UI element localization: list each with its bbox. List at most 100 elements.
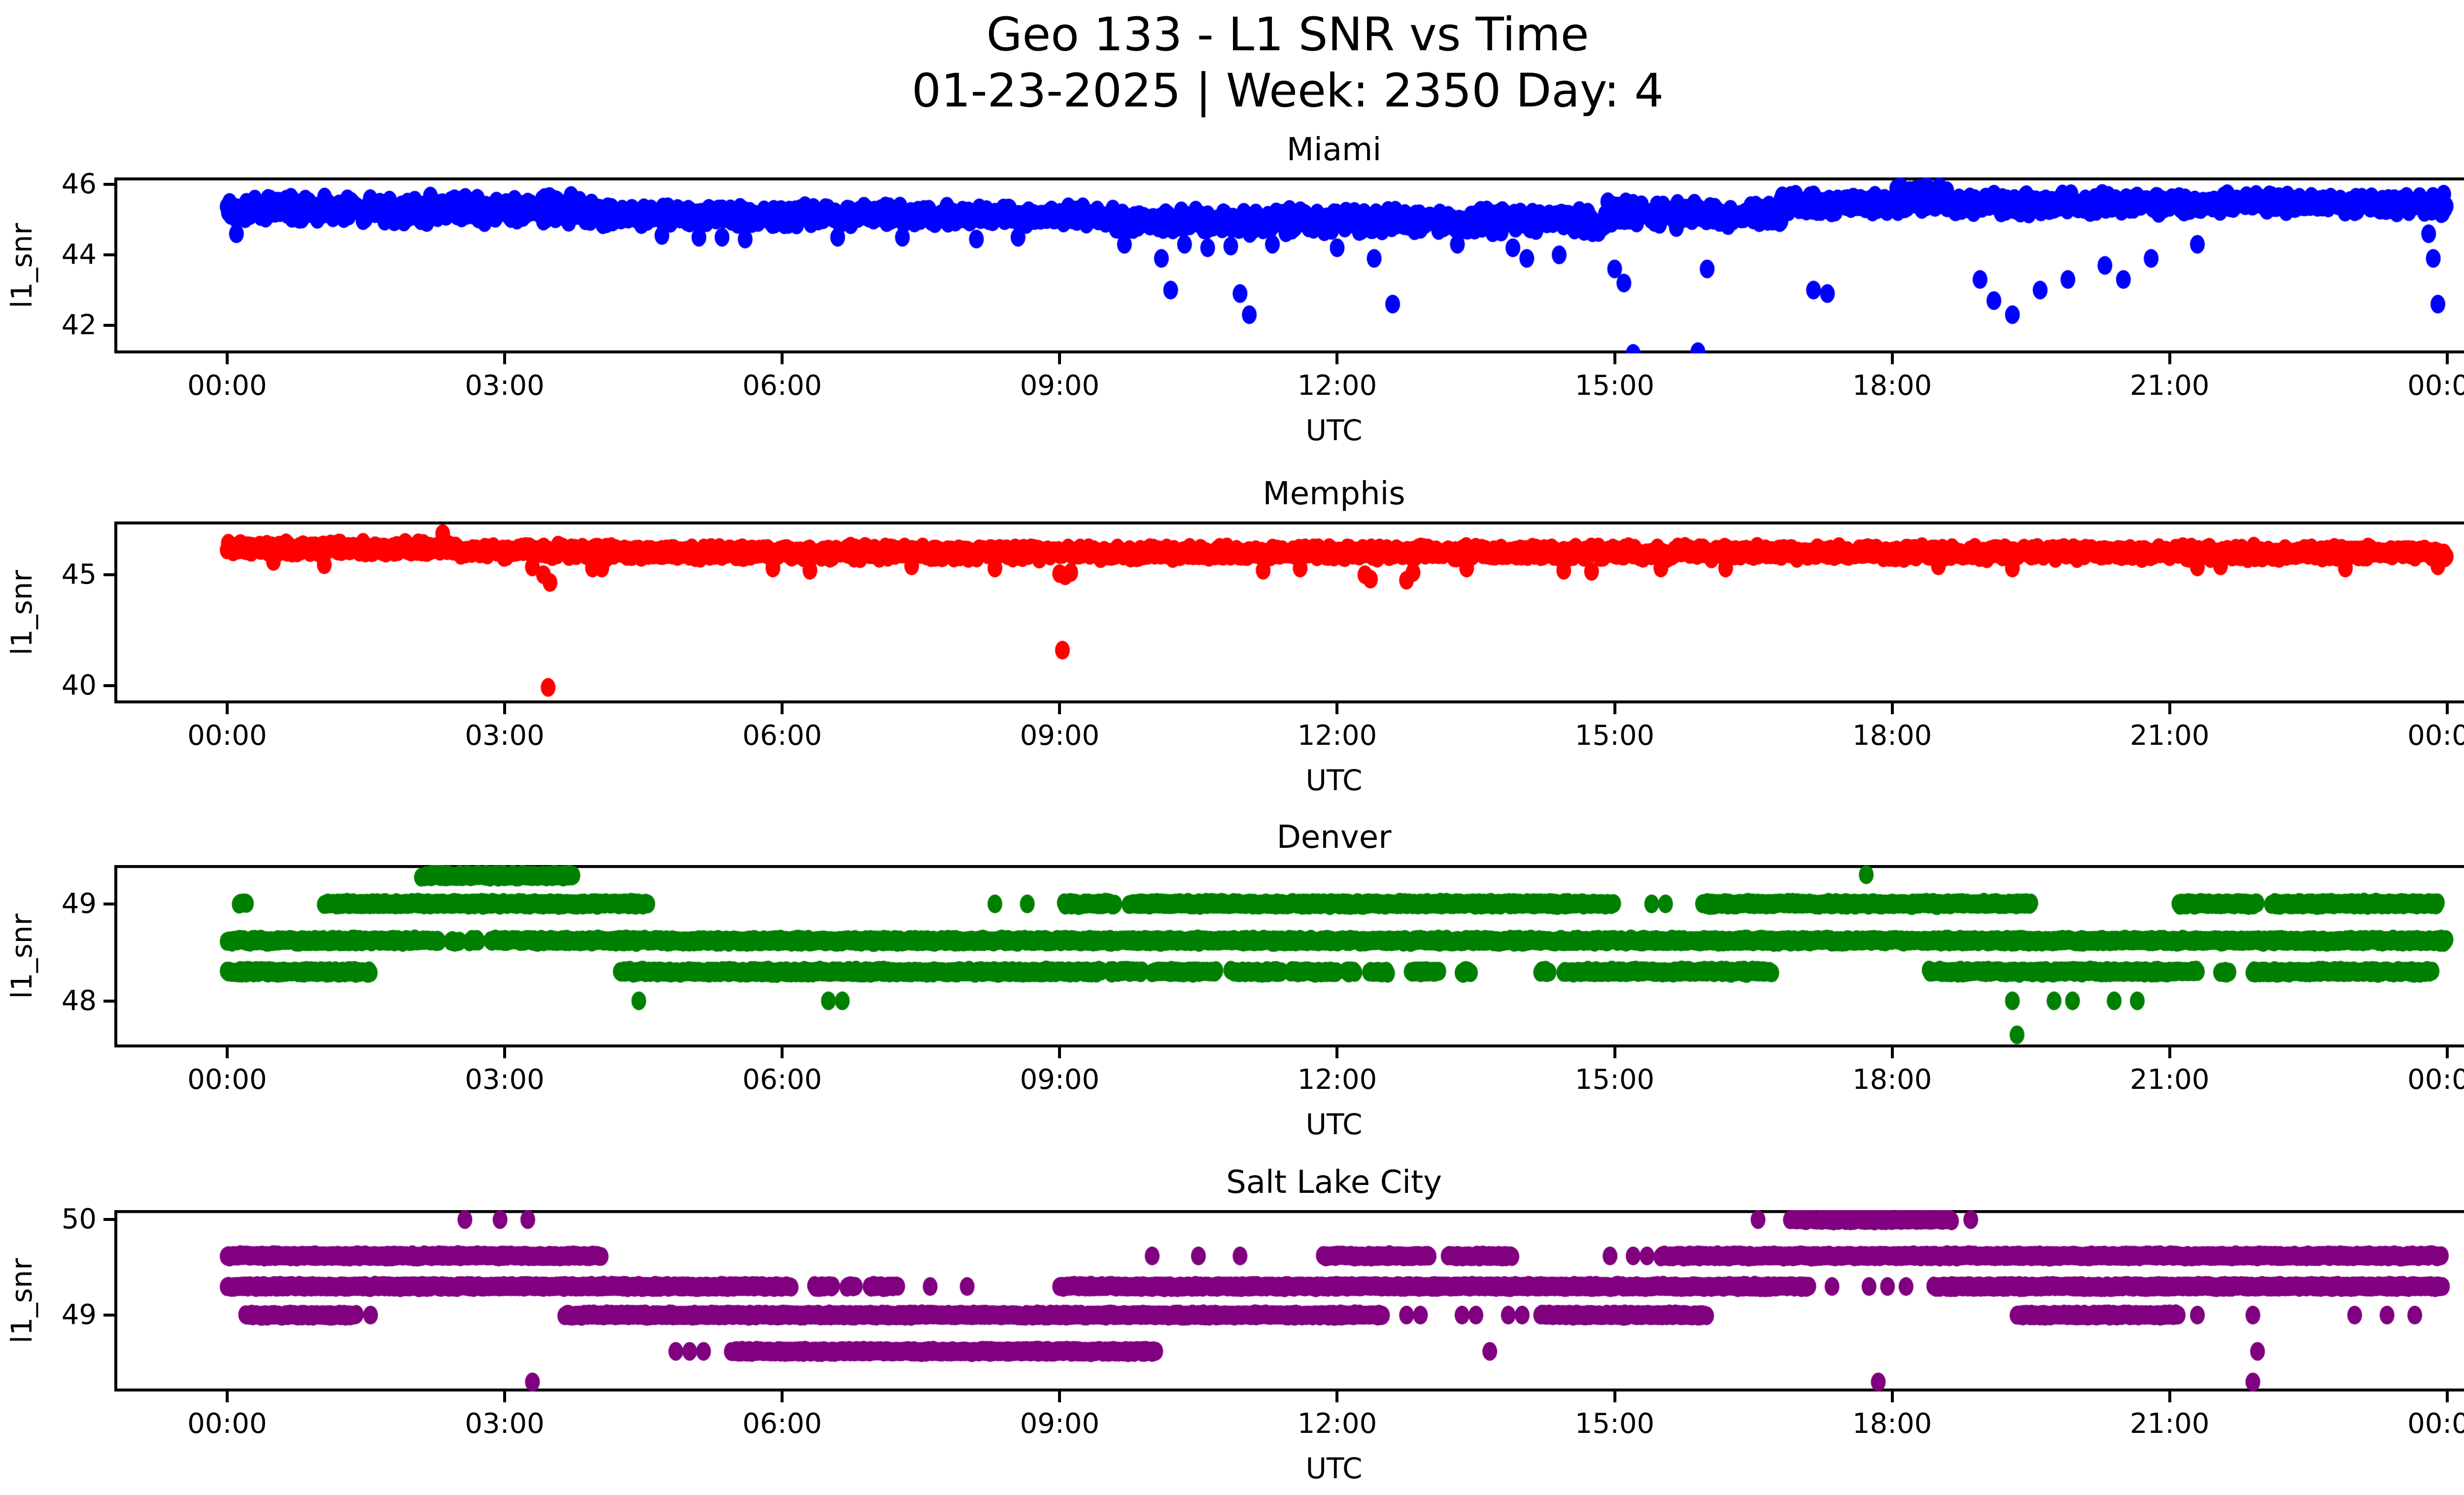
x-tick-label: 06:00 (742, 720, 822, 752)
x-tick-label: 09:00 (1020, 720, 1099, 752)
denver-scatter-canvas (114, 865, 2464, 1047)
x-tick-label: 03:00 (465, 1408, 545, 1440)
x-tick-label: 00:00 (2407, 1408, 2464, 1440)
x-axis-label: UTC (1305, 764, 1363, 797)
x-tick-label: 12:00 (1297, 720, 1377, 752)
x-tick-mark (226, 703, 229, 714)
x-tick-label: 21:00 (2129, 1064, 2210, 1096)
y-tick-label: 49 (61, 1299, 97, 1331)
x-tick-label: 09:00 (1020, 370, 1099, 402)
x-tick-mark (503, 353, 507, 364)
x-tick-label: 12:00 (1297, 370, 1377, 402)
x-tick-mark (2445, 703, 2449, 714)
x-tick-mark (1613, 1047, 1616, 1058)
x-tick-label: 09:00 (1020, 1408, 1099, 1440)
x-tick-mark (781, 703, 784, 714)
x-tick-mark (781, 1047, 784, 1058)
y-tick-mark (103, 1218, 114, 1221)
x-tick-mark (2168, 353, 2171, 364)
x-tick-mark (226, 1391, 229, 1402)
miami-scatter-canvas (114, 177, 2464, 353)
subplot-title-denver: Denver (1276, 819, 1392, 856)
x-tick-mark (2445, 353, 2449, 364)
x-tick-mark (1335, 1047, 1339, 1058)
x-tick-mark (1335, 703, 1339, 714)
x-tick-label: 00:00 (2407, 370, 2464, 402)
x-tick-mark (1613, 703, 1616, 714)
x-tick-mark (503, 1047, 507, 1058)
x-tick-label: 00:00 (187, 720, 267, 752)
y-tick-mark (103, 999, 114, 1003)
x-tick-mark (1335, 353, 1339, 364)
subplot-title-miami: Miami (1286, 132, 1382, 168)
x-axis-label: UTC (1305, 414, 1363, 447)
x-axis-label: UTC (1305, 1108, 1363, 1141)
x-tick-mark (2168, 1391, 2171, 1402)
x-tick-label: 06:00 (742, 1064, 822, 1096)
salt-lake-city-scatter-canvas (114, 1210, 2464, 1391)
figure-title-line2: 01-23-2025 | Week: 2350 Day: 4 (911, 64, 1664, 118)
x-tick-label: 00:00 (187, 1408, 267, 1440)
x-tick-mark (1613, 353, 1616, 364)
y-tick-label: 42 (61, 309, 97, 341)
y-tick-label: 50 (61, 1203, 97, 1236)
y-tick-mark (103, 1314, 114, 1317)
x-tick-mark (503, 703, 507, 714)
y-tick-label: 49 (61, 887, 97, 920)
y-tick-label: 45 (61, 558, 97, 591)
x-tick-label: 03:00 (465, 720, 545, 752)
y-tick-label: 44 (61, 239, 97, 271)
x-tick-mark (1890, 353, 1894, 364)
x-axis-label: UTC (1305, 1452, 1363, 1485)
x-tick-mark (781, 353, 784, 364)
x-tick-mark (2168, 703, 2171, 714)
x-tick-label: 18:00 (1852, 370, 1932, 402)
x-tick-label: 12:00 (1297, 1064, 1377, 1096)
x-tick-mark (1058, 1047, 1061, 1058)
x-tick-label: 21:00 (2129, 720, 2210, 752)
x-tick-label: 12:00 (1297, 1408, 1377, 1440)
x-tick-label: 15:00 (1574, 1064, 1655, 1096)
x-tick-mark (226, 1047, 229, 1058)
figure-title: Geo 133 - L1 SNR vs Time 01-23-2025 | We… (0, 7, 2464, 119)
x-tick-label: 21:00 (2129, 1408, 2210, 1440)
x-tick-label: 00:00 (2407, 720, 2464, 752)
y-tick-label: 40 (61, 669, 97, 701)
x-tick-label: 06:00 (742, 370, 822, 402)
x-tick-label: 18:00 (1852, 720, 1932, 752)
x-tick-mark (2445, 1047, 2449, 1058)
memphis-scatter-canvas (114, 522, 2464, 703)
x-tick-label: 18:00 (1852, 1408, 1932, 1440)
y-tick-mark (103, 573, 114, 576)
subplot-title-memphis: Memphis (1263, 476, 1405, 512)
y-tick-mark (103, 253, 114, 257)
y-tick-label: 46 (61, 168, 97, 201)
x-tick-mark (226, 353, 229, 364)
x-tick-label: 03:00 (465, 370, 545, 402)
y-tick-mark (103, 323, 114, 327)
x-tick-label: 06:00 (742, 1408, 822, 1440)
x-tick-label: 21:00 (2129, 370, 2210, 402)
x-tick-mark (1890, 1047, 1894, 1058)
y-tick-label: 48 (61, 984, 97, 1017)
x-tick-label: 09:00 (1020, 1064, 1099, 1096)
x-tick-mark (1613, 1391, 1616, 1402)
x-tick-label: 18:00 (1852, 1064, 1932, 1096)
x-tick-mark (503, 1391, 507, 1402)
figure-title-line1: Geo 133 - L1 SNR vs Time (986, 8, 1589, 62)
x-tick-mark (2445, 1391, 2449, 1402)
x-tick-mark (1335, 1391, 1339, 1402)
y-tick-mark (103, 183, 114, 186)
x-tick-mark (1890, 703, 1894, 714)
x-tick-label: 15:00 (1574, 720, 1655, 752)
x-tick-label: 00:00 (187, 1064, 267, 1096)
x-tick-label: 15:00 (1574, 370, 1655, 402)
x-tick-label: 15:00 (1574, 1408, 1655, 1440)
subplot-title-salt-lake-city: Salt Lake City (1226, 1164, 1442, 1201)
x-tick-label: 00:00 (187, 370, 267, 402)
y-tick-mark (103, 902, 114, 905)
x-tick-label: 00:00 (2407, 1064, 2464, 1096)
y-tick-mark (103, 684, 114, 687)
x-tick-label: 03:00 (465, 1064, 545, 1096)
x-tick-mark (781, 1391, 784, 1402)
